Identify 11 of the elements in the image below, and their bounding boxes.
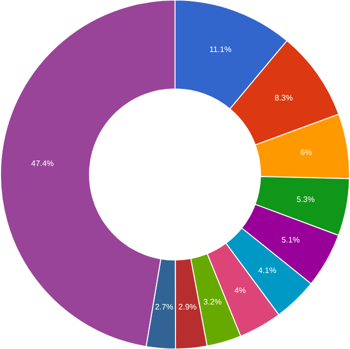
data-label: 8.3% xyxy=(274,93,293,102)
data-label: 4.1% xyxy=(258,266,276,275)
data-label: 6% xyxy=(300,148,312,158)
data-label: 4% xyxy=(234,286,246,295)
data-label: 5.3% xyxy=(296,195,315,204)
data-label: 2.9% xyxy=(178,302,197,312)
data-label: 3.2% xyxy=(203,298,222,307)
data-label: 11.1% xyxy=(209,44,232,54)
data-label: 2.7% xyxy=(155,302,174,312)
data-label: 5.1% xyxy=(282,236,300,245)
data-label: 47.4% xyxy=(31,158,54,168)
